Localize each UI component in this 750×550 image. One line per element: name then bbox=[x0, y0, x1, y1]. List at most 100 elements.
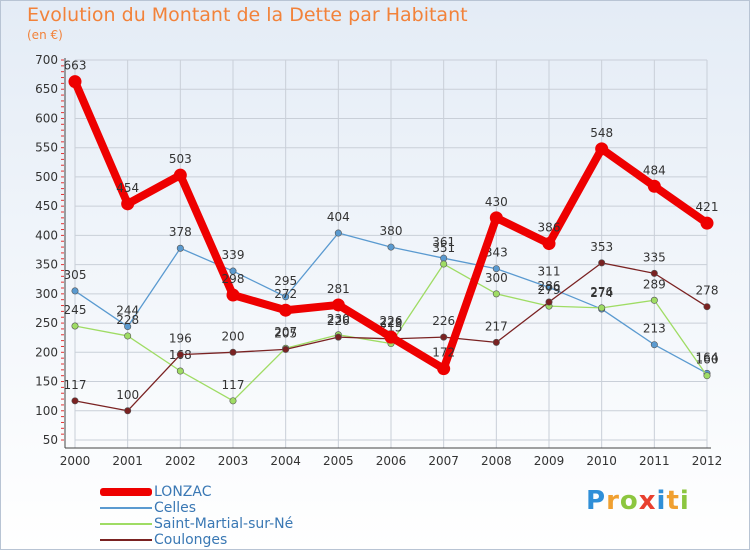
data-point-coulonges bbox=[650, 269, 658, 277]
data-point-saint-martial-sur-n bbox=[440, 260, 448, 268]
data-label-saint-martial-sur-n: 279 bbox=[538, 283, 561, 297]
data-point-celles bbox=[650, 341, 658, 349]
data-label-coulonges: 223 bbox=[380, 316, 403, 330]
data-label-coulonges: 100 bbox=[116, 388, 139, 402]
data-label-lonzac: 454 bbox=[116, 181, 139, 195]
data-label-saint-martial-sur-n: 117 bbox=[222, 378, 245, 392]
brand-letter: x bbox=[638, 486, 657, 516]
data-label-lonzac: 272 bbox=[274, 287, 297, 301]
data-point-coulonges bbox=[440, 333, 448, 341]
data-point-lonzac bbox=[542, 237, 556, 251]
data-point-saint-martial-sur-n bbox=[650, 296, 658, 304]
x-tick-label: 2001 bbox=[112, 454, 143, 468]
data-point-celles bbox=[492, 265, 500, 273]
x-tick-label: 2005 bbox=[323, 454, 354, 468]
x-tick-label: 2009 bbox=[534, 454, 565, 468]
legend-item-coulonges: Coulonges bbox=[100, 532, 293, 548]
data-point-celles bbox=[387, 243, 395, 251]
legend-label-celles: Celles bbox=[154, 500, 197, 516]
data-label-coulonges: 205 bbox=[274, 326, 297, 340]
data-label-saint-martial-sur-n: 160 bbox=[696, 353, 719, 367]
legend-item-celles: Celles bbox=[100, 500, 293, 516]
brand-letter: o bbox=[619, 486, 639, 516]
data-point-coulonges bbox=[492, 338, 500, 346]
data-label-celles: 404 bbox=[327, 210, 350, 224]
data-label-saint-martial-sur-n: 230 bbox=[327, 312, 350, 326]
data-label-coulonges: 117 bbox=[64, 378, 87, 392]
data-point-coulonges bbox=[703, 303, 711, 311]
data-point-lonzac bbox=[331, 298, 345, 312]
data-point-lonzac bbox=[437, 362, 451, 376]
data-point-celles bbox=[282, 293, 290, 301]
x-tick-label: 2008 bbox=[481, 454, 512, 468]
data-label-lonzac: 172 bbox=[432, 346, 455, 360]
data-label-lonzac: 421 bbox=[696, 200, 719, 214]
x-tick-label: 2003 bbox=[218, 454, 249, 468]
data-label-celles: 311 bbox=[538, 264, 561, 278]
data-point-coulonges bbox=[124, 407, 132, 415]
data-label-coulonges: 226 bbox=[327, 314, 350, 328]
data-point-celles bbox=[334, 229, 342, 237]
data-point-saint-martial-sur-n bbox=[703, 372, 711, 380]
data-label-coulonges: 226 bbox=[432, 314, 455, 328]
data-point-celles bbox=[176, 244, 184, 252]
data-label-coulonges: 196 bbox=[169, 332, 192, 346]
data-point-saint-martial-sur-n bbox=[598, 304, 606, 312]
data-point-lonzac bbox=[700, 216, 714, 230]
y-tick-label: 200 bbox=[35, 345, 58, 359]
data-label-lonzac: 548 bbox=[590, 126, 613, 140]
data-point-coulonges bbox=[282, 345, 290, 353]
data-label-saint-martial-sur-n: 245 bbox=[64, 303, 87, 317]
y-tick-label: 100 bbox=[35, 404, 58, 418]
brand-letter: P bbox=[586, 486, 607, 516]
data-label-saint-martial-sur-n: 228 bbox=[116, 313, 139, 327]
legend: LONZAC Celles Saint-Martial-sur-Né Coulo… bbox=[100, 484, 293, 548]
x-tick-label: 2004 bbox=[270, 454, 301, 468]
data-point-coulonges bbox=[229, 348, 237, 356]
y-tick-label: 650 bbox=[35, 82, 58, 96]
x-tick-label: 2011 bbox=[639, 454, 670, 468]
legend-label-lonzac: LONZAC bbox=[154, 484, 212, 500]
data-label-coulonges: 335 bbox=[643, 250, 666, 264]
data-label-celles: 378 bbox=[169, 225, 192, 239]
x-tick-label: 2006 bbox=[376, 454, 407, 468]
brand-letter: i bbox=[679, 486, 690, 516]
data-label-lonzac: 298 bbox=[222, 272, 245, 286]
data-label-saint-martial-sur-n: 207 bbox=[274, 325, 297, 339]
data-label-lonzac: 503 bbox=[169, 152, 192, 166]
data-point-saint-martial-sur-n bbox=[176, 367, 184, 375]
data-point-celles bbox=[71, 287, 79, 295]
data-point-coulonges bbox=[71, 397, 79, 405]
legend-item-lonzac: LONZAC bbox=[100, 484, 293, 500]
data-point-coulonges bbox=[334, 333, 342, 341]
data-label-coulonges: 278 bbox=[696, 284, 719, 298]
legend-swatch-celles bbox=[100, 507, 152, 509]
brand-letter: r bbox=[606, 486, 620, 516]
y-tick-label: 300 bbox=[35, 287, 58, 301]
y-tick-label: 450 bbox=[35, 199, 58, 213]
data-point-saint-martial-sur-n bbox=[229, 397, 237, 405]
y-tick-label: 550 bbox=[35, 141, 58, 155]
x-tick-label: 2002 bbox=[165, 454, 196, 468]
data-point-lonzac bbox=[68, 75, 82, 89]
data-label-saint-martial-sur-n: 300 bbox=[485, 271, 508, 285]
data-point-saint-martial-sur-n bbox=[71, 322, 79, 330]
data-label-lonzac: 226 bbox=[380, 314, 403, 328]
x-tick-label: 2007 bbox=[428, 454, 459, 468]
data-label-celles: 339 bbox=[222, 248, 245, 262]
data-label-celles: 274 bbox=[590, 286, 613, 300]
legend-swatch-lonzac bbox=[100, 488, 152, 496]
y-tick-label: 250 bbox=[35, 316, 58, 330]
data-label-saint-martial-sur-n: 289 bbox=[643, 277, 666, 291]
legend-swatch-saint-martial bbox=[100, 523, 152, 525]
data-label-celles: 164 bbox=[696, 350, 719, 364]
data-point-lonzac bbox=[173, 168, 187, 182]
y-tick-label: 500 bbox=[35, 170, 58, 184]
data-point-saint-martial-sur-n bbox=[492, 290, 500, 298]
legend-item-saint-martial: Saint-Martial-sur-Né bbox=[100, 516, 293, 532]
data-label-lonzac: 281 bbox=[327, 282, 350, 296]
data-label-celles: 380 bbox=[380, 224, 403, 238]
data-label-celles: 343 bbox=[485, 246, 508, 260]
